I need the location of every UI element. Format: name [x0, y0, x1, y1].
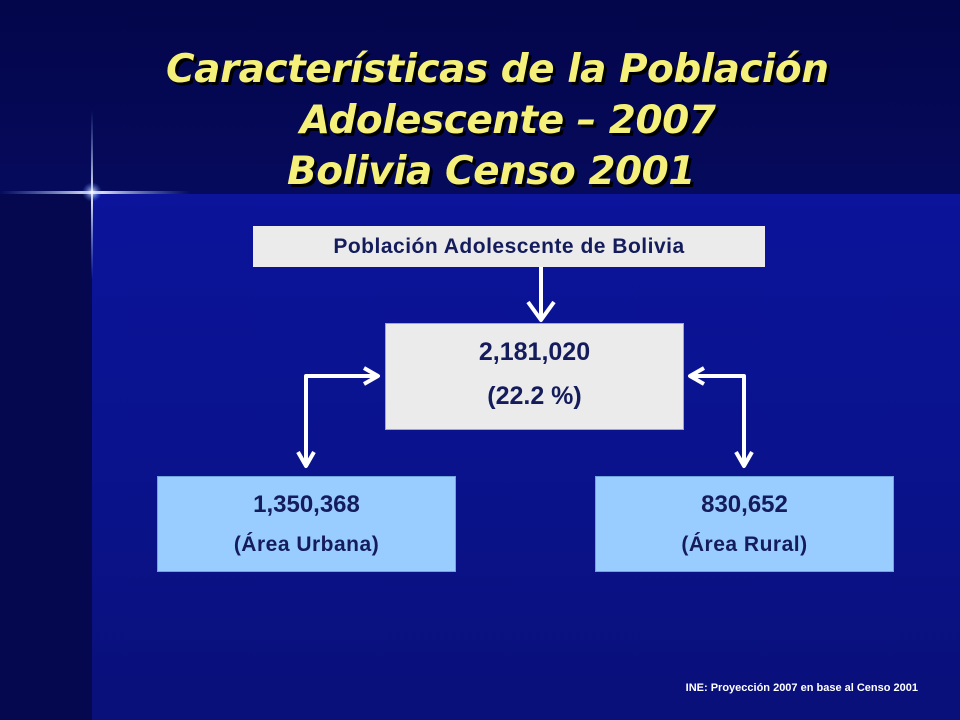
- slide-title: Características de la Población Adolesce…: [150, 44, 910, 197]
- total-percent: (22.2 %): [487, 382, 582, 410]
- rural-population-box: 830,652 (Área Rural): [595, 476, 894, 572]
- header-box-label: Población Adolescente de Bolivia: [333, 235, 685, 258]
- background-main-panel: [92, 194, 960, 720]
- rural-value: 830,652: [701, 491, 788, 518]
- urban-value: 1,350,368: [253, 491, 360, 518]
- total-value: 2,181,020: [478, 338, 591, 366]
- title-line-2: Adolescente – 2007: [300, 98, 716, 143]
- title-line-1: Características de la Población: [166, 47, 829, 92]
- urban-label: (Área Urbana): [233, 533, 380, 556]
- source-note: INE: Proyección 2007 en base al Censo 20…: [685, 682, 918, 694]
- rural-label: (Área Rural): [681, 533, 808, 556]
- urban-population-box: 1,350,368 (Área Urbana): [157, 476, 456, 572]
- background-top-band: [0, 0, 960, 194]
- total-population-box: 2,181,020 (22.2 %): [385, 323, 684, 430]
- title-line-3: Bolivia Censo 2001: [287, 149, 695, 194]
- header-box-population: Población Adolescente de Bolivia: [253, 226, 765, 267]
